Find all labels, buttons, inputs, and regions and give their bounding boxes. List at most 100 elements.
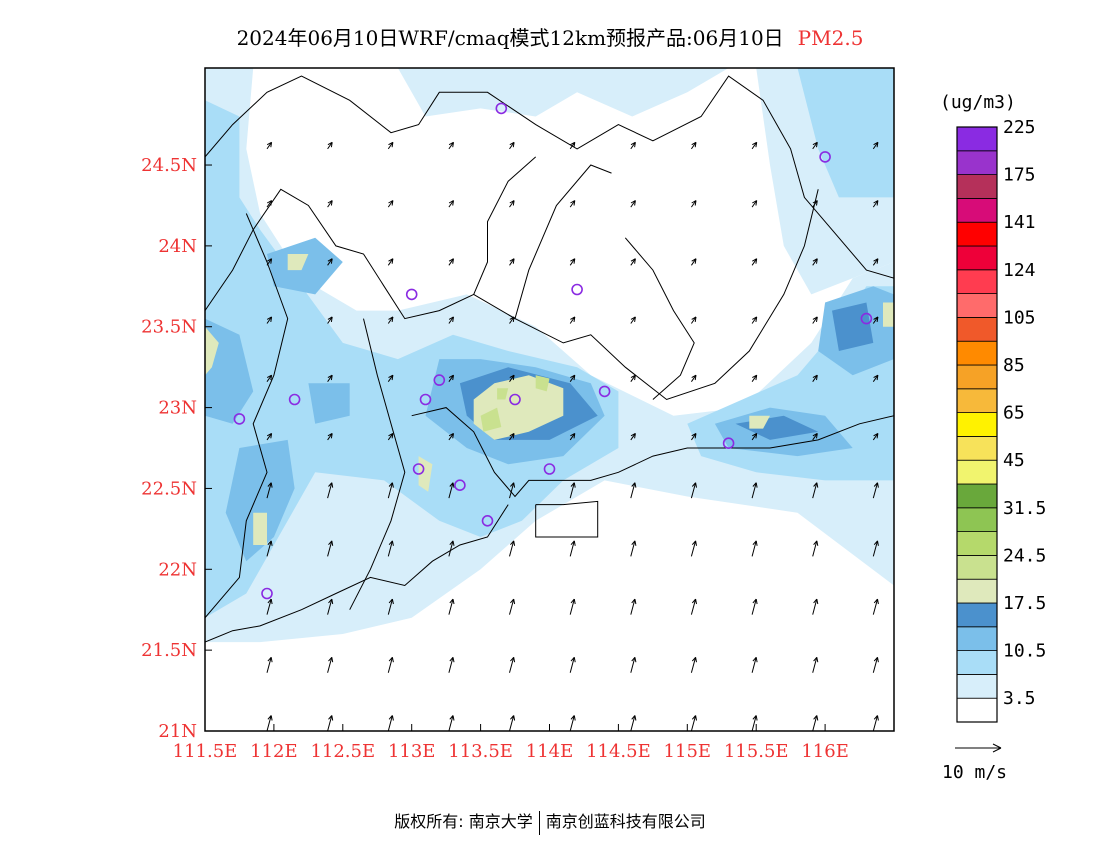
wind-vector [509,715,516,731]
wind-head [752,540,758,546]
wind-shaft [751,433,758,441]
lon-tick-label: 115.5E [724,741,789,762]
concentration-contour [480,407,502,432]
wind-head [448,374,454,381]
colorbar-swatch [956,483,998,509]
wind-vector [509,656,516,673]
station-marker [860,312,873,325]
wind-vector [751,715,758,731]
wind-head [448,200,454,206]
wind-head [691,715,697,721]
wind-vector [327,540,334,557]
wind-head [328,715,334,721]
wind-shaft [387,482,393,499]
wind-vector [569,482,576,499]
wind-head [630,200,636,206]
wind-shaft [751,374,758,382]
wind-head [873,482,879,488]
station-marker [543,463,556,475]
wind-head [691,258,697,264]
wind-shaft [690,482,697,499]
wind-shaft [872,598,878,615]
wind-vector [569,258,576,266]
wind-head [449,540,455,546]
wind-vector [630,715,637,731]
wind-shaft [690,142,697,150]
lat-tick-label: 24N [158,236,197,257]
wind-shaft [812,433,818,441]
wind-shaft [266,142,273,150]
wind-vector [812,432,818,441]
lon-tick-label: 114E [526,741,574,762]
wind-vector [872,374,879,382]
wind-shaft [266,657,272,673]
boundary-line [205,504,509,643]
lat-tick-label: 21.5N [141,640,197,661]
wind-shaft [630,482,636,499]
concentration-contour [883,302,894,327]
wind-shaft [569,374,576,382]
wind-head [630,141,636,148]
station-marker [509,393,521,406]
wind-shaft [872,200,879,208]
wind-head [266,258,273,264]
wind-shaft [327,374,333,382]
wind-vector [327,374,333,382]
wind-shaft [266,374,273,382]
wind-head [752,141,758,148]
wind-vector [872,715,879,731]
wind-vector [448,316,454,324]
wind-vector [569,316,576,324]
wind-vector [751,482,758,499]
wind-vector [751,200,758,208]
colorbar-swatch [956,316,998,342]
wind-head [813,715,819,721]
wind-head [510,715,516,721]
wind-shaft [630,598,636,615]
wind-head [570,598,576,605]
wind-vector [266,540,273,557]
wind-shaft [266,482,272,499]
wind-vector [509,316,515,324]
colorbar-swatch [956,388,998,413]
wind-vector [448,598,455,615]
concentration-contour [497,388,509,400]
colorbar-frame [956,126,998,723]
wind-head [267,482,273,488]
wind-vector [327,656,334,673]
wind-shaft [266,258,273,266]
wind-shaft [872,482,878,499]
wind-vector [630,598,637,615]
title-text: 2024年06月10日WRF/cmaq模式12km预报产品:06月10日 [236,26,784,50]
wind-head [813,482,819,488]
wind-shaft [448,657,454,673]
wind-shaft [509,482,515,499]
wind-shaft [387,540,393,557]
wind-vector [448,141,454,150]
wind-vector [751,432,758,441]
wind-vector [569,598,576,615]
wind-shaft [812,258,818,266]
wind-vector [812,656,819,673]
concentration-contour [205,68,894,643]
wind-head [388,200,394,206]
wind-shaft [872,433,879,441]
wind-head [873,540,879,546]
wind-vector [448,656,455,673]
colorbar-swatch [956,269,998,294]
wind-head [570,200,576,206]
concentration-contour [253,512,267,545]
boundary-line [624,237,695,400]
wind-vector [509,141,515,150]
wind-shaft [266,433,273,441]
wind-shaft [266,316,273,324]
wind-head [509,200,515,206]
wind-head [449,598,455,605]
wind-head [691,141,697,148]
wind-vector [630,141,636,150]
wind-shaft [387,715,393,731]
wind-vector [327,715,334,731]
wind-shaft [387,657,393,673]
wind-head [631,656,637,663]
wind-shaft [812,657,818,673]
